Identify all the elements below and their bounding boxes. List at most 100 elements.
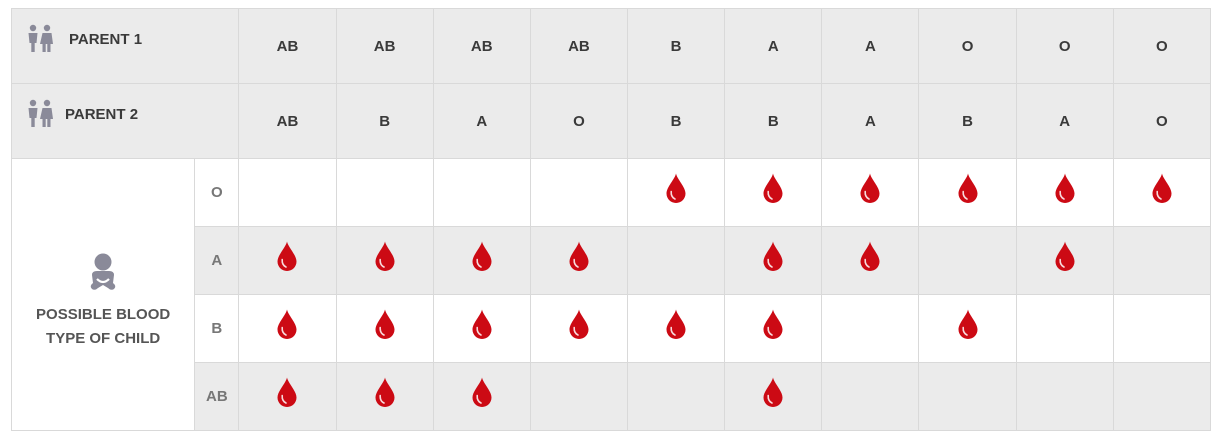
compat-cell <box>1112 226 1212 295</box>
parent2-value: AB <box>238 83 337 159</box>
compat-cell <box>432 158 531 227</box>
child-row-o: POSSIBLE BLOOD TYPE OF CHILD O <box>10 158 1212 431</box>
parent1-value: O <box>1112 8 1212 84</box>
compat-cell <box>238 294 337 363</box>
parent2-label-cell: PARENT 2 <box>10 83 240 159</box>
compat-cell <box>724 158 823 227</box>
parent1-value: O <box>1015 8 1114 84</box>
parent2-value: B <box>724 83 823 159</box>
couple-icon <box>28 99 53 127</box>
blood-drop-icon <box>277 309 297 339</box>
parent1-label-cell: PARENT 1 <box>10 8 240 84</box>
compat-cell <box>821 294 920 363</box>
parent2-label: PARENT 2 <box>65 105 139 123</box>
child-row-b: B <box>12 294 1212 363</box>
parent1-value: O <box>918 8 1017 84</box>
parent1-value: A <box>821 8 920 84</box>
parent2-row: PARENT 2 AB B A O B B A B A O <box>10 83 1212 159</box>
compat-cell <box>626 294 726 363</box>
compat-cell <box>1015 226 1114 295</box>
parent1-label: PARENT 1 <box>69 30 143 48</box>
blood-drop-icon <box>763 377 783 407</box>
blood-drop-icon <box>1055 241 1075 271</box>
compat-cell <box>335 226 434 295</box>
child-blood-type: B <box>194 294 240 363</box>
compat-cell <box>529 294 629 363</box>
parent2-value: A <box>1015 83 1114 159</box>
child-row-a: A <box>12 226 1212 295</box>
compat-cell <box>238 226 337 295</box>
blood-drop-icon <box>277 377 297 407</box>
compat-cell <box>821 226 920 295</box>
compat-cell <box>238 158 337 227</box>
parent1-value: A <box>724 8 823 84</box>
blood-drop-icon <box>1152 173 1172 203</box>
compat-cell <box>1015 158 1114 227</box>
blood-drop-icon <box>860 173 880 203</box>
compat-cell <box>1015 362 1114 431</box>
compat-cell <box>724 294 823 363</box>
child-label: POSSIBLE BLOOD TYPE OF CHILD <box>36 303 170 351</box>
blood-type-table: PARENT 1 AB AB AB AB B A A O O O <box>10 8 1212 431</box>
compat-cell <box>432 226 531 295</box>
parent2-value: A <box>821 83 920 159</box>
blood-drop-icon <box>277 241 297 271</box>
child-blood-type: AB <box>194 362 240 431</box>
compat-cell <box>529 362 629 431</box>
compat-cell <box>335 294 434 363</box>
child-blood-type: O <box>194 158 240 227</box>
compat-cell <box>432 294 531 363</box>
compat-cell <box>529 226 629 295</box>
parent1-value: B <box>626 8 726 84</box>
parent2-value: B <box>335 83 434 159</box>
blood-drop-icon <box>763 241 783 271</box>
compat-cell <box>724 226 823 295</box>
compat-cell <box>918 294 1017 363</box>
blood-drop-icon <box>763 309 783 339</box>
blood-drop-icon <box>666 173 686 203</box>
blood-drop-icon <box>375 377 395 407</box>
blood-drop-icon <box>763 173 783 203</box>
parent1-row: PARENT 1 AB AB AB AB B A A O O O <box>10 8 1212 84</box>
compat-cell <box>821 158 920 227</box>
blood-drop-icon <box>569 309 589 339</box>
parent2-value: B <box>626 83 726 159</box>
blood-drop-icon <box>375 309 395 339</box>
blood-drop-icon <box>1055 173 1075 203</box>
compat-cell <box>626 158 726 227</box>
couple-icon <box>28 24 53 52</box>
child-blood-type: A <box>194 226 240 295</box>
child-label-line2: TYPE OF CHILD <box>46 329 161 347</box>
compat-cell <box>918 226 1017 295</box>
blood-drop-icon <box>666 309 686 339</box>
compat-cell <box>529 158 629 227</box>
compat-cell <box>1112 158 1212 227</box>
compat-cell <box>626 362 726 431</box>
compat-cell <box>335 158 434 227</box>
compat-cell <box>626 226 726 295</box>
compat-cell <box>238 362 337 431</box>
compat-cell <box>724 362 823 431</box>
blood-drop-icon <box>472 241 492 271</box>
blood-drop-icon <box>375 241 395 271</box>
parent2-value: B <box>918 83 1017 159</box>
compat-cell <box>432 362 531 431</box>
parent1-value: AB <box>529 8 629 84</box>
compat-cell <box>918 362 1017 431</box>
child-label-cell: POSSIBLE BLOOD TYPE OF CHILD <box>10 158 196 431</box>
blood-drop-icon <box>958 309 978 339</box>
blood-drop-icon <box>472 309 492 339</box>
compat-cell <box>335 362 434 431</box>
compat-cell <box>1112 294 1212 363</box>
compat-cell <box>821 362 920 431</box>
child-label-line1: POSSIBLE BLOOD <box>36 305 171 323</box>
compat-cell <box>918 158 1017 227</box>
blood-drop-icon <box>569 241 589 271</box>
parent2-value: A <box>432 83 531 159</box>
parent2-value: O <box>1112 83 1212 159</box>
baby-icon <box>90 253 116 290</box>
child-row-ab: AB <box>12 362 1212 431</box>
parent1-value: AB <box>335 8 434 84</box>
parent1-value: AB <box>432 8 531 84</box>
parent1-value: AB <box>238 8 337 84</box>
